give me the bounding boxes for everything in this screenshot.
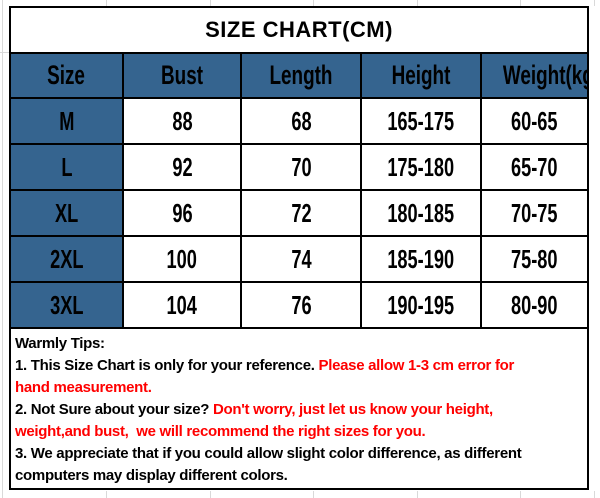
cell-l-weight: 65-70 — [481, 144, 588, 191]
table-row-3xl: 3XL 104 76 190-195 80-90 — [11, 282, 588, 329]
spreadsheet-gridline — [417, 0, 418, 6]
cell-l-length: 70 — [241, 144, 362, 191]
size-chart-box: SIZE CHART(CM) Size Bust Length Height W… — [9, 6, 589, 490]
cell-2xl-height: 185-190 — [361, 236, 482, 283]
cell-m-bust: 88 — [123, 98, 242, 145]
table-row-xl: XL 96 72 180-185 70-75 — [11, 190, 588, 237]
tip-line-2: hand measurement. — [15, 379, 152, 396]
spreadsheet-gridline — [106, 0, 107, 6]
table-row-2xl: 2XL 100 74 185-190 75-80 — [11, 236, 588, 283]
cell-3xl-size: 3XL — [11, 282, 124, 329]
cell-l-height: 175-180 — [361, 144, 482, 191]
cell-2xl-weight: 75-80 — [481, 236, 588, 283]
spreadsheet-gridline — [313, 0, 314, 6]
spreadsheet-gridline — [210, 0, 211, 6]
table-header-row: Size Bust Length Height Weight(kg) — [11, 53, 588, 99]
cell-xl-weight: 70-75 — [481, 190, 588, 237]
cell-m-weight: 60-65 — [481, 98, 588, 145]
column-header-length: Length — [241, 53, 362, 99]
cell-3xl-bust: 104 — [123, 282, 242, 329]
tips-heading: Warmly Tips: — [15, 335, 105, 352]
spreadsheet-gridline — [313, 491, 314, 498]
spreadsheet-gridline — [0, 52, 9, 53]
tip-line-4: weight,and bust, we will recommend the r… — [15, 423, 426, 440]
spreadsheet-gridline — [520, 491, 521, 498]
title-row: SIZE CHART(CM) — [11, 8, 588, 54]
column-header-height: Height — [361, 53, 482, 99]
size-chart-title: SIZE CHART(CM) — [205, 17, 393, 42]
spreadsheet-gridline — [520, 0, 521, 6]
table-row-l: L 92 70 175-180 65-70 — [11, 144, 588, 191]
size-chart-table: SIZE CHART(CM) Size Bust Length Height W… — [11, 8, 588, 329]
column-header-bust: Bust — [123, 53, 242, 99]
column-header-weight: Weight(kg) — [481, 53, 588, 99]
column-header-size: Size — [11, 53, 124, 99]
cell-xl-size: XL — [11, 190, 124, 237]
cell-xl-length: 72 — [241, 190, 362, 237]
tip-line-6: computers may display different colors. — [15, 467, 288, 484]
cell-l-bust: 92 — [123, 144, 242, 191]
spreadsheet-gridline — [417, 491, 418, 498]
cell-2xl-size: 2XL — [11, 236, 124, 283]
spreadsheet-gridline — [106, 491, 107, 498]
cell-3xl-weight: 80-90 — [481, 282, 588, 329]
cell-3xl-length: 76 — [241, 282, 362, 329]
cell-xl-height: 180-185 — [361, 190, 482, 237]
cell-2xl-bust: 100 — [123, 236, 242, 283]
warmly-tips-section: Warmly Tips: 1. This Size Chart is only … — [11, 329, 587, 485]
tip-line-5: 3. We appreciate that if you could allow… — [15, 445, 522, 462]
spreadsheet-gridline — [594, 0, 595, 6]
tip-line-1: 1. This Size Chart is only for your refe… — [15, 357, 515, 374]
cell-m-height: 165-175 — [361, 98, 482, 145]
cell-3xl-height: 190-195 — [361, 282, 482, 329]
cell-2xl-length: 74 — [241, 236, 362, 283]
cell-m-length: 68 — [241, 98, 362, 145]
spreadsheet-gridline — [2, 0, 3, 498]
table-row-m: M 88 68 165-175 60-65 — [11, 98, 588, 145]
cell-xl-bust: 96 — [123, 190, 242, 237]
cell-m-size: M — [11, 98, 124, 145]
spreadsheet-gridline — [210, 491, 211, 498]
spreadsheet-gridline — [594, 491, 595, 498]
tip-line-3: 2. Not Sure about your size? Don't worry… — [15, 401, 493, 418]
cell-l-size: L — [11, 144, 124, 191]
